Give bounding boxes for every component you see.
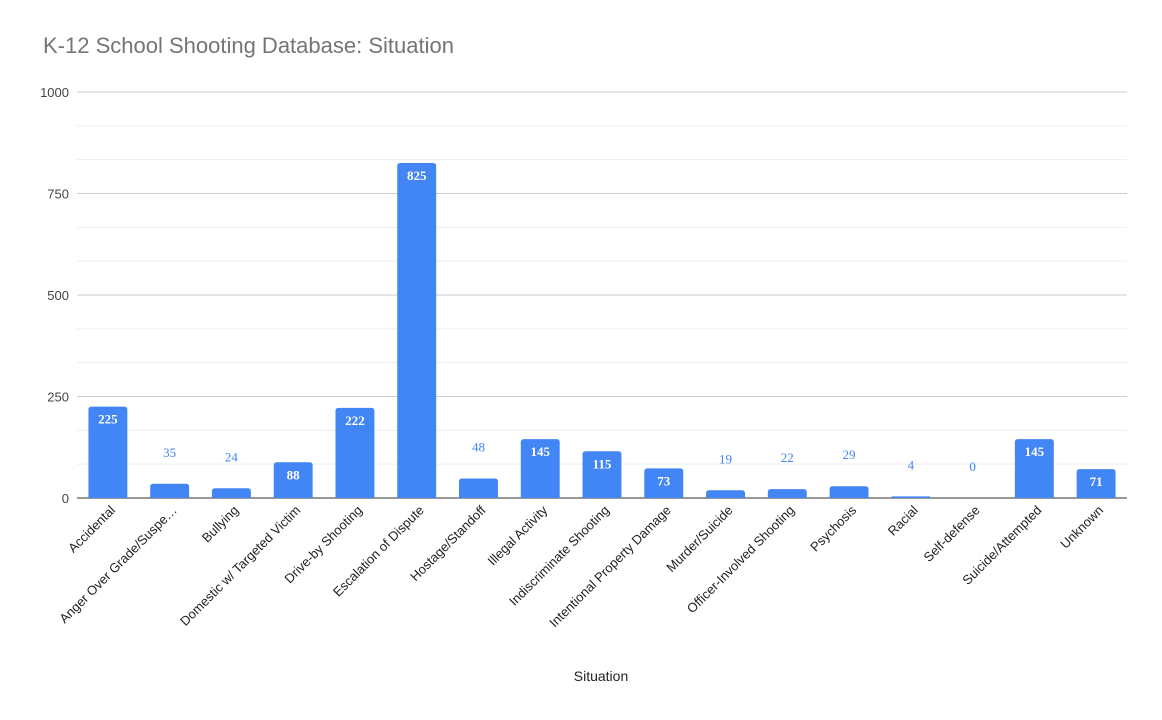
x-tick-label: Self-defense [920, 503, 982, 565]
x-tick-label: Indiscriminate Shooting [506, 503, 612, 609]
data-label: 35 [163, 445, 176, 460]
x-tick-label: Domestic w/ Targeted Victim [177, 503, 303, 629]
bar [1014, 439, 1054, 498]
x-tick-label: Officer-Involved Shooting [684, 503, 798, 617]
bar [397, 163, 437, 499]
x-tick-label: Racial [885, 502, 921, 538]
bar [459, 478, 498, 498]
bar [767, 489, 807, 498]
data-label: 71 [1090, 474, 1103, 489]
x-tick-label: Psychosis [807, 502, 859, 554]
x-tick-label: Unknown [1057, 503, 1106, 552]
data-label: 0 [969, 459, 976, 474]
bar [582, 451, 622, 498]
data-label: 222 [345, 413, 365, 428]
data-label: 225 [98, 412, 118, 427]
data-label: 4 [908, 457, 915, 472]
bar [211, 488, 251, 498]
data-label: 825 [407, 168, 427, 183]
y-tick-label: 500 [47, 288, 69, 303]
data-label: 115 [593, 456, 612, 471]
data-label: 88 [287, 467, 301, 482]
x-tick-label: Intentional Property Damage [546, 503, 674, 631]
x-tick-label: Anger Over Grade/Suspe… [56, 503, 180, 627]
data-label: 29 [843, 447, 856, 462]
bar [520, 439, 560, 498]
y-tick-label: 750 [47, 187, 69, 202]
bar [706, 490, 745, 498]
x-tick-label: Illegal Activity [485, 502, 551, 568]
x-tick-label: Bullying [199, 503, 242, 546]
bar [335, 407, 375, 498]
x-axis-label: Situation [574, 668, 628, 684]
x-tick-label: Accidental [65, 502, 118, 555]
bar [644, 468, 684, 498]
data-label: 145 [1025, 444, 1045, 459]
bar [891, 496, 931, 498]
chart-title: K-12 School Shooting Database: Situation [43, 33, 454, 58]
y-tick-label: 0 [62, 491, 69, 506]
data-label: 73 [657, 473, 671, 488]
data-label: 24 [225, 449, 239, 464]
y-tick-label: 1000 [40, 85, 69, 100]
data-label: 19 [719, 451, 732, 466]
data-label: 145 [530, 444, 550, 459]
y-tick-label: 250 [47, 390, 69, 405]
bar [829, 486, 869, 498]
data-label: 48 [472, 440, 485, 455]
bar [1076, 469, 1116, 498]
data-label: 22 [781, 450, 794, 465]
bar [150, 483, 190, 498]
bar [88, 406, 128, 498]
bar [273, 462, 313, 498]
